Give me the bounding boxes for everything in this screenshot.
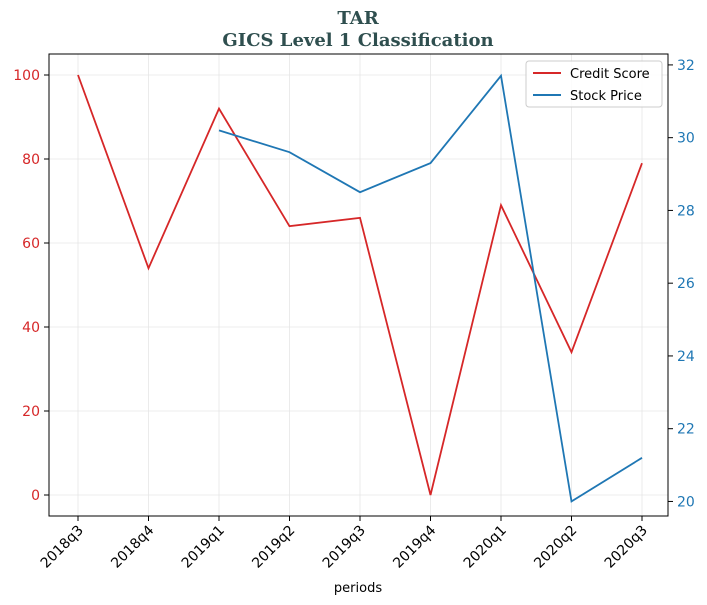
x-axis-label: periods [334,581,382,596]
legend: Credit Score Stock Price [525,60,663,108]
chart-subtitle: GICS Level 1 Classification [222,30,493,51]
x-tick-label: 2019q1 [179,523,228,572]
legend-label-stock-price: Stock Price [570,89,642,104]
x-tick-label: 2019q4 [390,522,439,571]
right-tick-label: 26 [677,276,695,292]
plot-frame [48,53,669,517]
x-tick-label: 2020q2 [531,523,580,572]
x-tick-label: 2019q3 [320,523,369,572]
left-tick-label: 80 [22,152,40,168]
grid [49,54,668,516]
chart-title: TAR [337,8,379,29]
right-tick-label: 28 [677,203,695,219]
x-tick-label: 2020q3 [602,523,651,572]
series-line-stock-price [218,73,643,503]
x-tick-label: 2018q3 [38,523,87,572]
x-tick-label: 2018q4 [108,522,157,571]
left-tick-label: 0 [31,488,40,504]
x-tick-label: 2020q1 [461,523,510,572]
left-tick-label: 40 [22,320,40,336]
series-line-credit-score [77,74,643,496]
left-tick-label: 20 [22,404,40,420]
left-tick-label: 60 [22,236,40,252]
x-axis: 2018q3 2018q4 2019q1 2019q2 2019q3 2019q4 2020… [38,516,651,572]
series-lines [77,73,643,503]
left-axis: 0 20 40 60 80 100 [13,68,49,504]
right-tick-label: 22 [677,422,695,438]
right-tick-label: 24 [677,349,695,365]
right-tick-label: 32 [677,58,695,74]
legend-label-credit-score: Credit Score [570,67,650,82]
x-tick-label: 2019q2 [249,523,298,572]
right-tick-label: 20 [677,494,695,510]
right-axis: 20 22 24 26 28 30 32 [668,58,695,510]
right-tick-label: 30 [677,131,695,147]
left-tick-label: 100 [13,68,40,84]
